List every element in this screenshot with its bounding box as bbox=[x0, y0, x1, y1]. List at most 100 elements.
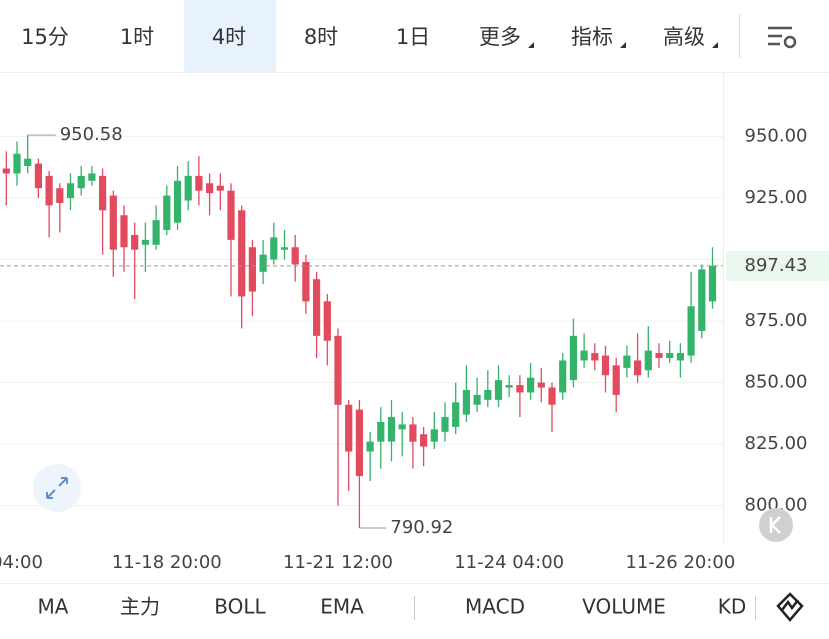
candle-body bbox=[473, 394, 481, 405]
candle-body bbox=[99, 175, 107, 211]
y-tick-label: 925.00 bbox=[745, 187, 808, 208]
candle-body bbox=[559, 360, 567, 393]
chart-toggle-bg bbox=[756, 584, 829, 635]
candle-body bbox=[505, 385, 513, 388]
y-tick-label: 850.00 bbox=[745, 372, 808, 393]
candle-body bbox=[698, 269, 706, 331]
interval-tab[interactable]: 15分 bbox=[21, 25, 69, 49]
candle-body bbox=[13, 153, 21, 174]
x-tick-label: 11-26 20:00 bbox=[625, 552, 735, 573]
candle-body bbox=[163, 195, 171, 231]
last-price-label: 897.43 bbox=[745, 255, 808, 276]
candle-body bbox=[323, 301, 331, 341]
last-price-bg bbox=[726, 250, 829, 281]
candle-body bbox=[334, 335, 342, 405]
candle-body bbox=[420, 434, 428, 447]
interval-tab[interactable]: 1时 bbox=[120, 25, 154, 49]
interval-tab[interactable]: 4时 bbox=[212, 25, 246, 49]
candle-body bbox=[131, 234, 139, 250]
candle-body bbox=[687, 306, 695, 356]
dropdown-arrow bbox=[712, 42, 718, 48]
candle-body bbox=[537, 382, 545, 388]
candle-body bbox=[634, 360, 642, 376]
y-tick-label: 800.00 bbox=[745, 495, 808, 516]
candle-body bbox=[184, 175, 192, 201]
candle-body bbox=[88, 173, 96, 181]
main-indicator[interactable]: 主力 bbox=[120, 595, 160, 619]
candle-body bbox=[601, 355, 610, 376]
menu-tab[interactable]: 高级 bbox=[663, 25, 705, 49]
menu-tab[interactable]: 指标 bbox=[571, 25, 613, 49]
candle-body bbox=[173, 180, 182, 223]
sub-indicator[interactable]: KD bbox=[718, 595, 747, 619]
candle-body bbox=[527, 377, 535, 393]
candle-body bbox=[45, 175, 53, 206]
x-tick-label: 11-21 12:00 bbox=[283, 552, 393, 573]
dropdown-arrow bbox=[528, 42, 534, 48]
candle-body bbox=[66, 183, 75, 199]
candle-body bbox=[580, 350, 588, 361]
candle-body bbox=[120, 215, 128, 248]
candle-body bbox=[141, 239, 149, 245]
candle-body bbox=[387, 417, 396, 442]
main-indicator[interactable]: EMA bbox=[320, 595, 364, 619]
candle-body bbox=[548, 387, 556, 405]
candle-body bbox=[216, 185, 224, 191]
candle-body bbox=[2, 168, 10, 174]
candle-body bbox=[708, 265, 717, 302]
candle-body bbox=[195, 175, 203, 191]
candle-body bbox=[313, 279, 321, 336]
candle-body bbox=[676, 353, 684, 361]
interval-tab[interactable]: 1日 bbox=[396, 25, 430, 49]
candle-body bbox=[623, 355, 631, 368]
interval-tab[interactable]: 8时 bbox=[304, 25, 338, 49]
x-tick-label: 04:00 bbox=[0, 552, 43, 573]
candle-body bbox=[569, 335, 577, 381]
candle-body bbox=[430, 429, 438, 442]
candle-body bbox=[462, 389, 470, 415]
candle-body bbox=[34, 163, 42, 189]
candle-body bbox=[644, 350, 652, 371]
candle-body bbox=[152, 220, 160, 245]
candle-body bbox=[280, 247, 289, 250]
candle-body bbox=[355, 409, 363, 477]
main-indicator[interactable]: MA bbox=[38, 595, 69, 619]
candle-body bbox=[302, 262, 310, 302]
candle-body bbox=[56, 188, 64, 203]
x-tick-label: 11-18 20:00 bbox=[112, 552, 222, 573]
candle-body bbox=[259, 254, 267, 272]
candle-body bbox=[377, 421, 385, 442]
expand-button[interactable] bbox=[33, 464, 81, 512]
candle-body bbox=[227, 190, 235, 240]
candle-body bbox=[206, 183, 214, 194]
y-tick-label: 950.00 bbox=[745, 126, 808, 147]
candle-body bbox=[248, 247, 256, 292]
sub-indicator[interactable]: VOLUME bbox=[582, 595, 666, 619]
max-label: 950.58 bbox=[60, 124, 123, 145]
candle-body bbox=[345, 404, 353, 452]
candle-body bbox=[666, 353, 674, 358]
menu-tab[interactable]: 更多 bbox=[479, 25, 521, 49]
dropdown-arrow bbox=[620, 42, 626, 48]
candle-body bbox=[441, 417, 449, 432]
candle-body bbox=[484, 389, 492, 400]
settings-icon[interactable] bbox=[768, 26, 797, 49]
y-tick-label: 825.00 bbox=[745, 433, 808, 454]
k-button[interactable] bbox=[759, 508, 793, 542]
main-indicator[interactable]: BOLL bbox=[214, 595, 266, 619]
candle-body bbox=[77, 175, 85, 189]
candle-body bbox=[366, 441, 374, 452]
candle-body bbox=[494, 380, 503, 400]
candle-body bbox=[655, 353, 663, 358]
candle-body bbox=[409, 424, 417, 442]
candle-body bbox=[516, 385, 524, 393]
candle-body bbox=[398, 424, 406, 430]
candle-body bbox=[452, 402, 460, 427]
candle-body bbox=[612, 365, 620, 395]
selected-tab-bg bbox=[184, 0, 276, 72]
y-tick-label: 875.00 bbox=[745, 310, 808, 331]
candle-body bbox=[270, 237, 278, 260]
sub-indicator[interactable]: MACD bbox=[465, 595, 525, 619]
chart-toggle-icon[interactable] bbox=[776, 592, 804, 622]
